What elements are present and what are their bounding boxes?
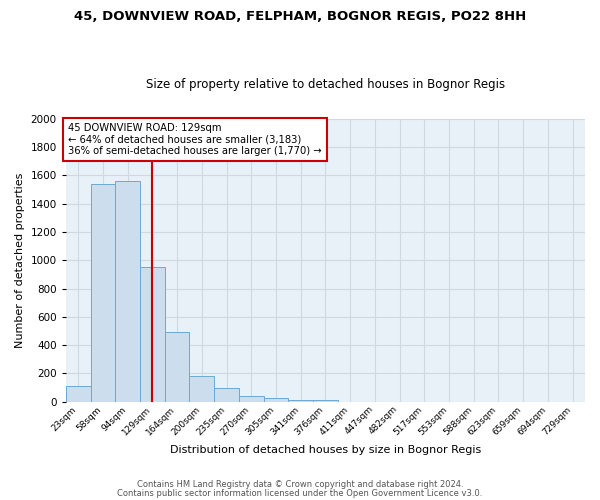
Text: 45 DOWNVIEW ROAD: 129sqm
← 64% of detached houses are smaller (3,183)
36% of sem: 45 DOWNVIEW ROAD: 129sqm ← 64% of detach… [68,123,322,156]
Bar [239,396,263,402]
Y-axis label: Number of detached properties: Number of detached properties [15,172,25,348]
Bar [66,386,91,402]
Bar [190,376,214,402]
Bar [140,268,165,402]
Bar [289,400,313,402]
Bar [263,398,289,402]
Text: Contains public sector information licensed under the Open Government Licence v3: Contains public sector information licen… [118,488,482,498]
Title: Size of property relative to detached houses in Bognor Regis: Size of property relative to detached ho… [146,78,505,91]
Bar [91,184,115,402]
Bar [313,400,338,402]
Bar [214,388,239,402]
Bar [115,181,140,402]
Text: Contains HM Land Registry data © Crown copyright and database right 2024.: Contains HM Land Registry data © Crown c… [137,480,463,489]
X-axis label: Distribution of detached houses by size in Bognor Regis: Distribution of detached houses by size … [170,445,481,455]
Bar [165,332,190,402]
Text: 45, DOWNVIEW ROAD, FELPHAM, BOGNOR REGIS, PO22 8HH: 45, DOWNVIEW ROAD, FELPHAM, BOGNOR REGIS… [74,10,526,23]
